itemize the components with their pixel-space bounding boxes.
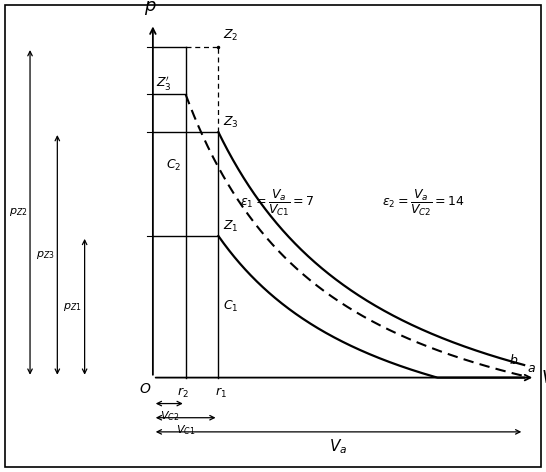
Text: $p$: $p$ <box>144 0 157 17</box>
Text: $\varepsilon_1 = \dfrac{V_a}{V_{C1}} = 7$: $\varepsilon_1 = \dfrac{V_a}{V_{C1}} = 7… <box>240 188 314 218</box>
Text: $Z_2$: $Z_2$ <box>223 28 238 43</box>
Text: $b$: $b$ <box>509 353 519 367</box>
Text: $V_a$: $V_a$ <box>329 438 348 456</box>
Text: $V_{C2}$: $V_{C2}$ <box>159 409 179 423</box>
Text: $\varepsilon_2 = \dfrac{V_a}{V_{C2}} = 14$: $\varepsilon_2 = \dfrac{V_a}{V_{C2}} = 1… <box>382 188 465 218</box>
Text: $C_1$: $C_1$ <box>223 299 238 314</box>
Text: $O$: $O$ <box>139 382 151 396</box>
Text: $Z_3$: $Z_3$ <box>223 115 239 130</box>
Text: $V$: $V$ <box>541 369 546 387</box>
Text: $V_{C1}$: $V_{C1}$ <box>176 423 195 437</box>
Text: $a$: $a$ <box>527 362 536 375</box>
Text: $Z_1$: $Z_1$ <box>223 219 239 234</box>
Text: $p_{Z1}$: $p_{Z1}$ <box>63 301 82 313</box>
Text: $C_2$: $C_2$ <box>166 158 181 173</box>
Text: $r_2$: $r_2$ <box>177 386 189 400</box>
Text: $Z_3'$: $Z_3'$ <box>156 74 172 92</box>
Text: $r_1$: $r_1$ <box>215 386 227 400</box>
Text: $p_{Z3}$: $p_{Z3}$ <box>36 249 55 261</box>
Text: $p_{Z2}$: $p_{Z2}$ <box>9 206 27 219</box>
